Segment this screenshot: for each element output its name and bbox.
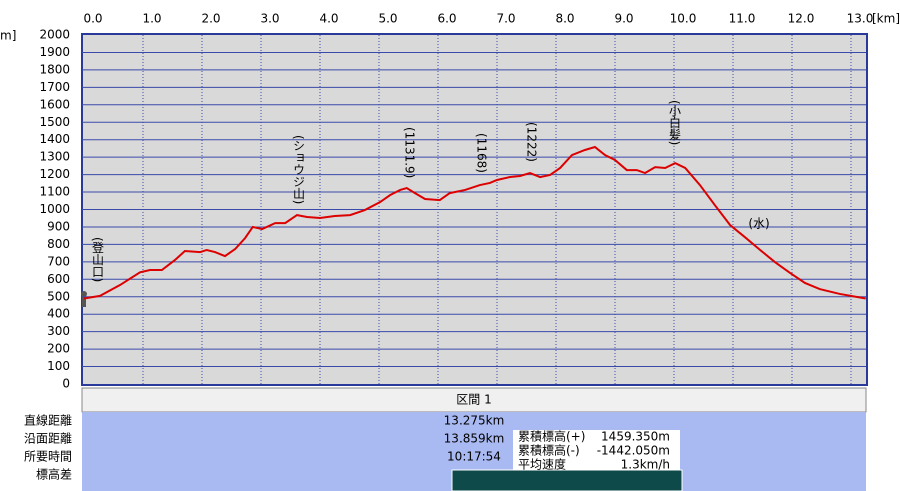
table-label: 平均速度 [518,457,566,472]
annotation: (1131.9) [403,127,417,178]
annotation: (登山口) [91,237,105,282]
y-tick-label: 1000 [39,202,70,216]
y-tick-label: 500 [47,289,70,303]
y-tick-label: 1600 [39,97,70,111]
x-tick-label: 10.0 [670,12,697,26]
x-tick-label: 9.0 [614,12,633,26]
annotation: (1222) [525,122,539,162]
panel-value: 10:17:54 [447,450,501,464]
x-unit: [km] [872,12,900,26]
table-label: 累積標高(-) [518,443,580,458]
x-tick-label: 4.0 [319,12,338,26]
y-tick-label: 1700 [39,80,70,94]
x-tick-label: 3.0 [260,12,279,26]
x-tick-label: 2.0 [201,12,220,26]
x-tick-label: 0.0 [83,12,102,26]
panel-label: 沿面距離 [24,432,72,446]
x-tick-label: 6.0 [437,12,456,26]
y-tick-label: 1300 [39,150,70,164]
y-tick-label: 600 [47,272,70,286]
y-tick-label: 900 [47,219,70,233]
x-tick-label: 5.0 [378,12,397,26]
annotation: (1168) [475,133,489,173]
y-tick-label: 1100 [39,185,70,199]
status-bar [451,469,683,491]
x-tick-label: 13.0 [847,12,874,26]
table-label: 累積標高(+) [518,429,585,444]
panel-value: 13.275km [444,414,505,428]
annotation: (水) [748,217,769,231]
y-tick-label: 1800 [39,62,70,76]
panel-label: 所要時間 [24,450,72,464]
x-tick-label: 12.0 [788,12,815,26]
panel-header-box [81,387,867,413]
y-tick-label: 2000 [39,28,70,42]
table-value: 1.3km/h [621,458,670,472]
y-tick-label: 400 [47,307,70,321]
x-tick-label: 1.0 [142,12,161,26]
annotation: (ショウジ山) [292,135,306,204]
panel-header: 区間 1 [456,393,491,407]
y-tick-label: 100 [47,359,70,373]
x-tick-label: 8.0 [555,12,574,26]
y-tick-label: 700 [47,254,70,268]
y-tick-label: 300 [47,324,70,338]
y-tick-label: 1200 [39,167,70,181]
hiker-icon [81,291,87,307]
y-tick-label: 1400 [39,132,70,146]
y-tick-label: 1900 [39,45,70,59]
y-tick-label: 200 [47,342,70,356]
y-tick-label: 800 [47,237,70,251]
annotation: (小白髪) [668,100,682,145]
table-value: 1459.350m [601,430,670,444]
panel-value: 13.859km [444,432,505,446]
y-unit: m] [0,29,16,43]
x-tick-label: 7.0 [496,12,515,26]
x-tick-label: 11.0 [729,12,756,26]
panel-label: 標高差 [36,467,72,482]
table-value: -1442.050m [597,444,670,458]
summary-table [513,430,680,470]
elevation-line [83,145,866,300]
panel-label: 直線距離 [24,413,72,428]
y-tick-label: 1500 [39,115,70,129]
y-tick-label: 0 [62,377,70,391]
